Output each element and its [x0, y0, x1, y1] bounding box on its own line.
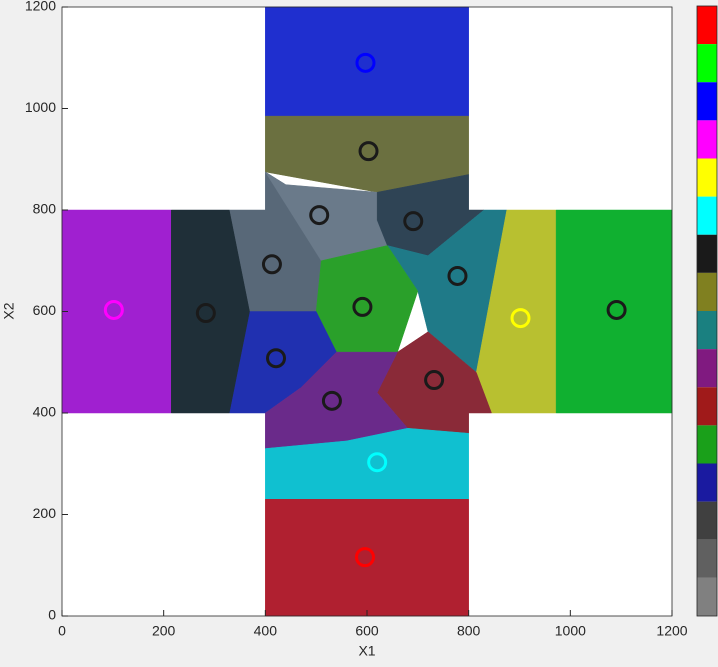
- x-tick-label: 400: [254, 623, 278, 639]
- x-tick-label: 200: [152, 623, 176, 639]
- colorbar-swatch: [697, 272, 717, 311]
- colorbar-swatch: [697, 349, 717, 388]
- x-tick-label: 800: [457, 623, 481, 639]
- colorbar-swatch: [697, 539, 717, 578]
- colorbar-swatch: [697, 311, 717, 350]
- centroid: [309, 205, 330, 226]
- centroid: [510, 308, 531, 329]
- centroid: [447, 265, 468, 286]
- colorbar-swatch: [697, 501, 717, 540]
- centroid: [352, 296, 373, 317]
- colorbar-swatch: [697, 44, 717, 83]
- colorbar-swatch: [697, 82, 717, 121]
- y-tick-label: 800: [33, 201, 57, 217]
- x-tick-label: 0: [58, 623, 66, 639]
- centroid: [195, 303, 216, 324]
- colorbar-frame: [696, 5, 718, 617]
- x-axis-label: X1: [358, 643, 375, 659]
- y-tick-label: 1200: [25, 0, 56, 14]
- x-tick-label: 1200: [656, 623, 687, 639]
- y-tick-label: 1000: [25, 99, 56, 115]
- centroid: [367, 452, 388, 473]
- y-tick-label: 600: [33, 302, 57, 318]
- x-tick-label: 1000: [555, 623, 586, 639]
- centroid: [424, 370, 445, 391]
- colorbar-swatch: [697, 425, 717, 464]
- colorbar-swatch: [697, 577, 717, 616]
- centroid: [358, 141, 379, 162]
- centroid: [403, 211, 424, 232]
- colorbar-swatch: [697, 387, 717, 426]
- y-axis-label: X2: [1, 302, 17, 319]
- colorbar-swatch: [697, 196, 717, 235]
- colorbar-swatch: [697, 6, 717, 45]
- y-tick-label: 200: [33, 505, 57, 521]
- centroid: [355, 52, 376, 73]
- centroid: [266, 348, 287, 369]
- y-tick-label: 0: [48, 607, 56, 623]
- x-tick-label: 600: [355, 623, 379, 639]
- centroid: [261, 254, 282, 275]
- y-tick-label: 400: [33, 404, 57, 420]
- centroid: [103, 299, 124, 320]
- centroid: [606, 299, 627, 320]
- centroid: [321, 390, 342, 411]
- centroid: [354, 547, 375, 568]
- colorbar-swatch: [697, 158, 717, 197]
- colorbar-swatch: [697, 120, 717, 159]
- colorbar-swatch: [697, 234, 717, 273]
- colorbar-swatch: [697, 463, 717, 502]
